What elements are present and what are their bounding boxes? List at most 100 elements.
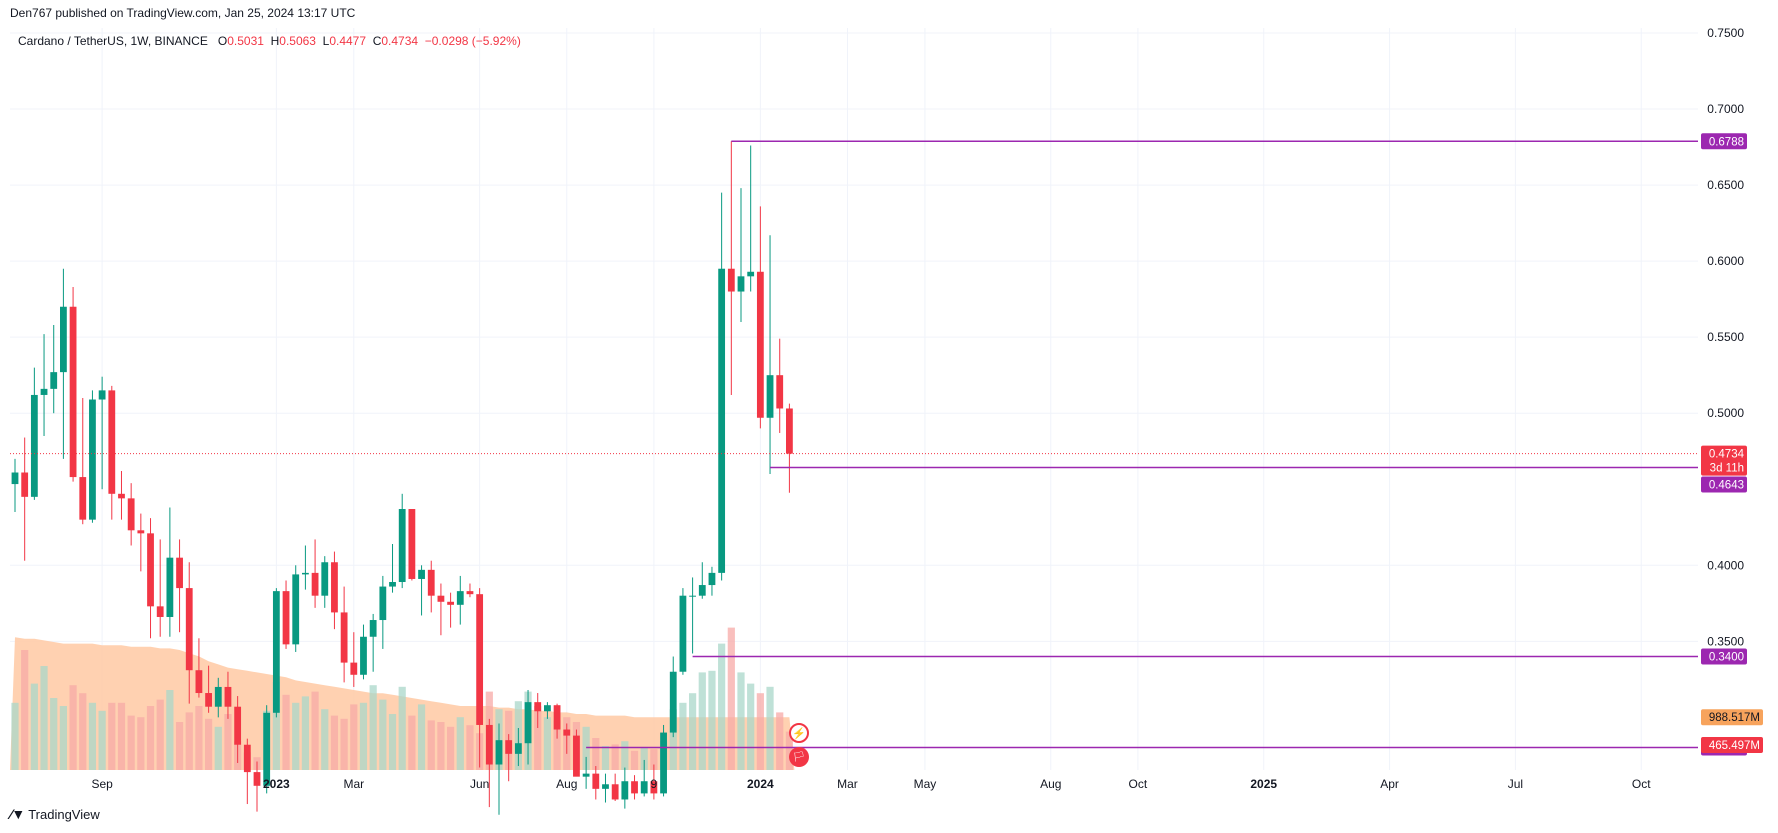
candle-body	[727, 268, 735, 292]
candle-body	[302, 572, 309, 575]
time-tick-label: Jun	[470, 777, 489, 791]
candle-body	[756, 271, 764, 418]
candle-body	[127, 498, 135, 531]
volume-bar	[50, 698, 58, 770]
tradingview-logo[interactable]: ⁄▼ TradingView	[10, 806, 100, 822]
volume-bar	[21, 650, 29, 770]
candle-body	[398, 509, 406, 583]
candle-body	[282, 591, 290, 645]
volume-bar	[137, 717, 145, 770]
candle-body	[89, 399, 96, 520]
volume-bar	[282, 694, 290, 770]
volume-bar	[127, 715, 135, 770]
candle-body	[350, 662, 358, 675]
volume-bar	[621, 741, 629, 770]
candle-body	[292, 574, 300, 645]
candle-body	[369, 620, 377, 637]
candle-body	[437, 595, 445, 602]
publisher-line: Den767 published on TradingView.com, Jan…	[10, 6, 356, 20]
volume-bar	[543, 717, 551, 770]
volume-bar	[330, 715, 339, 770]
candle-body	[224, 686, 232, 707]
volume-bar	[185, 712, 193, 770]
candle-body	[679, 595, 687, 672]
price-tick-label: 0.4000	[1707, 558, 1744, 572]
volume-bar	[669, 709, 677, 770]
volume-bar	[379, 699, 387, 770]
time-tick-label: Apr	[1380, 777, 1399, 791]
candle-body	[563, 729, 571, 736]
candle-body	[311, 572, 319, 596]
level-badge: 0.3400	[1709, 652, 1744, 664]
volume-bar	[534, 706, 542, 770]
time-tick-label: Oct	[1632, 777, 1651, 791]
candle-body	[30, 394, 38, 497]
volume-bar	[98, 710, 106, 770]
close-label: C	[372, 34, 382, 48]
candle-body	[505, 740, 513, 754]
time-tick-label: Aug	[556, 777, 577, 791]
volume-bar	[698, 672, 706, 770]
candle-body	[40, 388, 48, 395]
volume-bar	[766, 686, 774, 770]
volume-bar	[747, 683, 755, 770]
candle-body	[108, 390, 116, 494]
candle-body	[476, 594, 484, 725]
level-badge-bg	[1701, 648, 1747, 665]
candle-body	[485, 724, 493, 765]
volume-bar	[650, 749, 658, 770]
symbol-legend[interactable]: Cardano / TetherUS, 1W, BINANCE O0.5031 …	[18, 34, 521, 48]
candle-body	[631, 781, 638, 794]
candle-body	[776, 375, 784, 409]
open-label: O	[217, 34, 228, 48]
last-price-badge-bg	[1701, 445, 1747, 476]
price-tick-label: 0.3500	[1707, 634, 1744, 648]
price-tick-label: 0.5000	[1707, 406, 1744, 420]
volume-bar	[59, 706, 67, 770]
candle-body	[118, 493, 125, 499]
open-value: 0.5031	[227, 34, 264, 48]
candle-body	[660, 732, 667, 794]
candle-body	[147, 533, 154, 607]
volume-bars	[11, 627, 793, 770]
volume-bar	[640, 747, 648, 770]
candle-body	[234, 706, 242, 745]
candle-body	[669, 671, 677, 733]
volume-bar	[417, 704, 426, 770]
candle-body	[650, 781, 658, 794]
dividend-event-icon[interactable]: ⚡	[789, 723, 809, 743]
economic-event-flag-icon[interactable]: 🏳	[789, 747, 809, 767]
volume-bar	[447, 726, 455, 770]
candle-body	[447, 601, 454, 605]
candle-body	[427, 569, 435, 596]
candle-body	[185, 588, 193, 671]
volume-bar	[166, 690, 174, 770]
close-value: 0.4734	[381, 34, 419, 48]
volume-bar	[776, 712, 784, 770]
candle-body	[11, 472, 19, 485]
volume-bar	[437, 722, 445, 770]
tradingview-mark-icon: ⁄▼	[10, 806, 25, 822]
low-label: L	[322, 34, 330, 48]
volume-bar	[301, 696, 309, 770]
high-value: 0.5063	[279, 34, 316, 48]
volume-ma-badge: 988.517M	[1709, 712, 1760, 724]
candle-body	[176, 557, 183, 589]
volume-bar	[88, 702, 97, 770]
candle-body	[21, 472, 29, 497]
time-axis: Sep 2023 Mar Jun Aug 9 2024 Mar May Aug Oct 2025 Apr…	[91, 777, 1651, 791]
candle-body	[79, 477, 87, 520]
candle-body	[137, 530, 145, 534]
candle-body	[592, 773, 600, 789]
volume-bar	[350, 704, 358, 770]
candle-body	[534, 702, 542, 712]
volume-bar	[689, 693, 697, 770]
time-tick-label: May	[914, 777, 937, 791]
volume-bar	[195, 706, 203, 770]
volume-bar	[718, 643, 726, 770]
candle-body	[553, 705, 561, 730]
low-value: 0.4477	[329, 34, 367, 48]
candle-body	[573, 735, 580, 777]
price-tick-label: 0.6000	[1707, 254, 1744, 268]
